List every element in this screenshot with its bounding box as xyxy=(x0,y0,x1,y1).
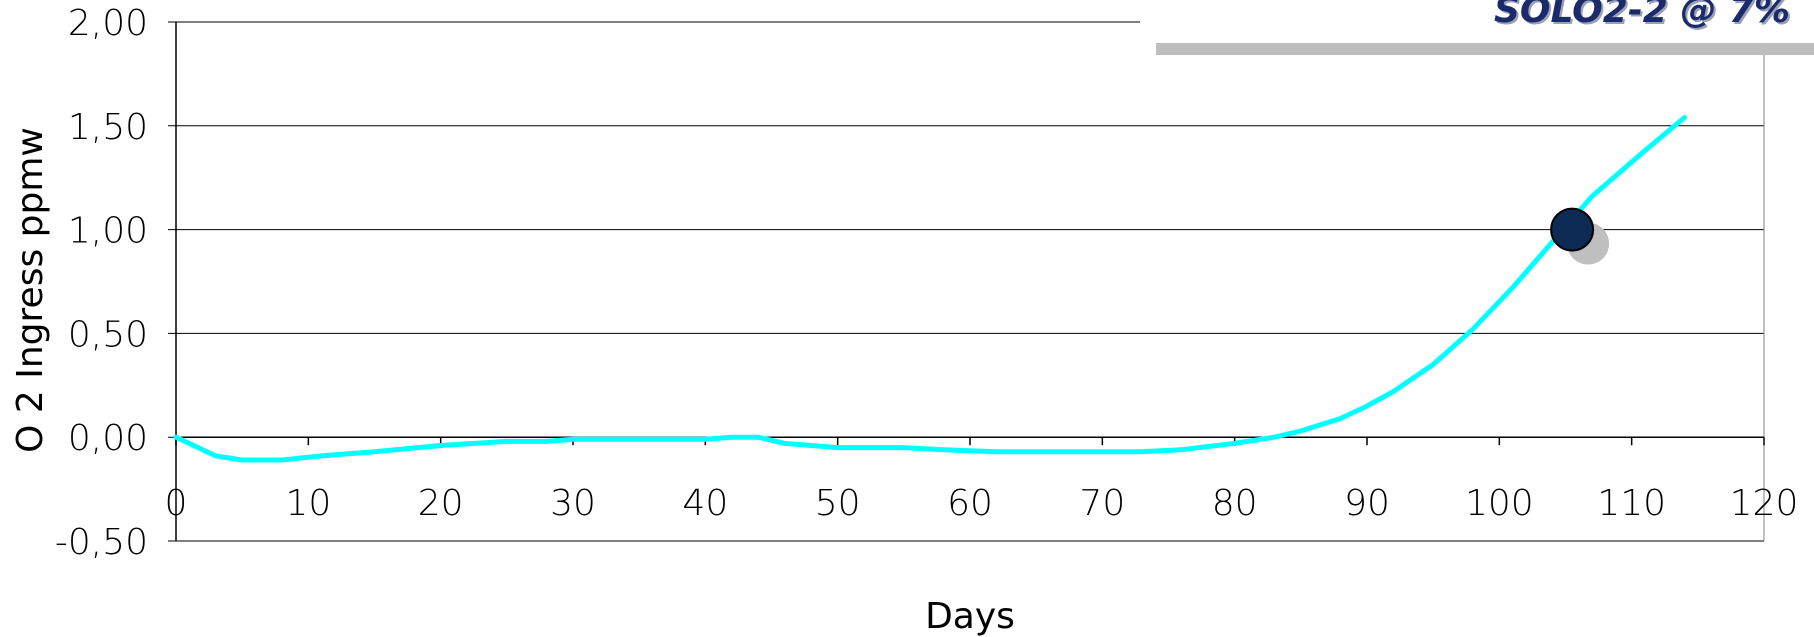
x-tick-label: 90 xyxy=(1344,483,1390,524)
x-tick-label: 50 xyxy=(815,483,861,524)
x-tick-label: 120 xyxy=(1730,483,1799,524)
x-tick-label: 30 xyxy=(550,483,596,524)
y-tick-label: 1,50 xyxy=(68,107,148,148)
x-tick-label: 60 xyxy=(947,483,993,524)
x-tick-label: 110 xyxy=(1597,483,1666,524)
series-line xyxy=(173,115,1688,463)
data-marker xyxy=(1550,207,1595,252)
y-tick-label: 2,00 xyxy=(68,3,148,44)
y-axis-title: O 2 Ingress ppmw xyxy=(10,127,51,453)
x-tick-label: 100 xyxy=(1465,483,1534,524)
x-tick-label: 10 xyxy=(285,483,331,524)
x-tick-label: 20 xyxy=(418,483,464,524)
x-tick-label: 0 xyxy=(165,483,188,524)
x-tick-labels: 0 10 20 30 40 50 60 70 80 90 100 110 120 xyxy=(165,483,1799,524)
y-tick-label: 1,00 xyxy=(68,211,148,252)
y-tick-label: 0,00 xyxy=(68,418,148,459)
legend-badge-text-shadow: SOLO2-2 @ 7% xyxy=(1496,0,1792,33)
series-layer xyxy=(173,115,1688,463)
x-tick-label: 70 xyxy=(1079,483,1125,524)
y-tick-labels: -0,50 0,00 0,50 1,00 1,50 2,00 xyxy=(55,3,148,563)
y-tick-label: 0,50 xyxy=(68,314,148,355)
legend-badge-box xyxy=(1140,0,1814,43)
axes xyxy=(175,22,1765,541)
marker-layer xyxy=(1550,207,1610,265)
x-axis-title: Days xyxy=(925,596,1015,637)
legend-badge-shadow xyxy=(1156,43,1814,55)
gridlines xyxy=(168,21,1764,542)
legend-badge-text: SOLO2-2 @ 7% xyxy=(1494,0,1790,31)
x-tick-label: 40 xyxy=(682,483,728,524)
legend-badge: SOLO2-2 @ 7% SOLO2-2 @ 7% xyxy=(1140,0,1814,55)
x-tick-label: 80 xyxy=(1212,483,1258,524)
y-tick-label: -0,50 xyxy=(55,522,148,563)
